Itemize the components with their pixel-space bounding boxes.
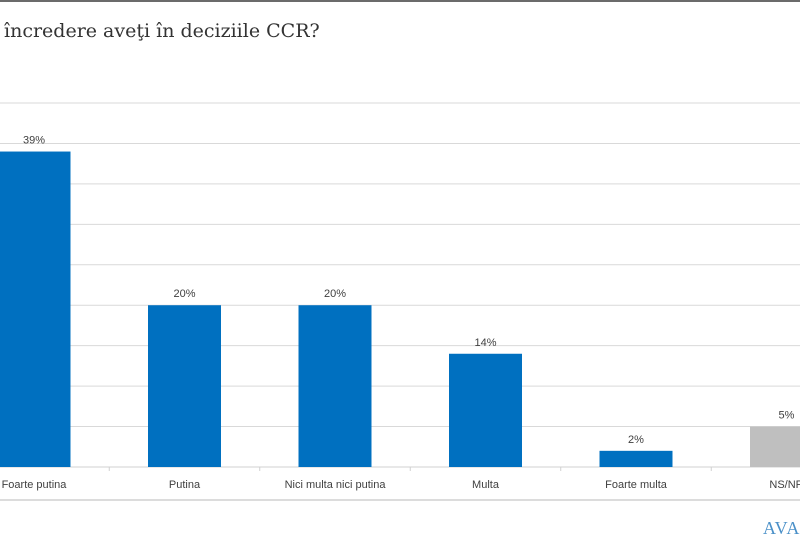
data-label: 20%	[173, 288, 195, 300]
category-label: Foarte putina	[2, 479, 68, 491]
category-label: Multa	[472, 479, 500, 491]
category-label: Putina	[169, 479, 201, 491]
category-label: Foarte multa	[605, 479, 668, 491]
category-label: Nici multa nici putina	[285, 479, 387, 491]
category-label: NS/NR	[769, 479, 800, 491]
data-label: 39%	[23, 135, 45, 147]
data-label: 5%	[779, 410, 795, 422]
data-label: 14%	[474, 337, 496, 349]
bar	[449, 353, 522, 467]
data-label: 20%	[324, 288, 346, 300]
chart-title: încredere aveţi în deciziile CCR?	[4, 20, 320, 42]
top-border	[0, 0, 800, 2]
data-label: 2%	[628, 434, 644, 446]
logo: AVAN	[763, 518, 800, 538]
bar	[599, 450, 673, 467]
bar	[0, 151, 71, 468]
bar	[148, 305, 221, 467]
bar	[750, 426, 800, 467]
bar	[298, 305, 372, 467]
